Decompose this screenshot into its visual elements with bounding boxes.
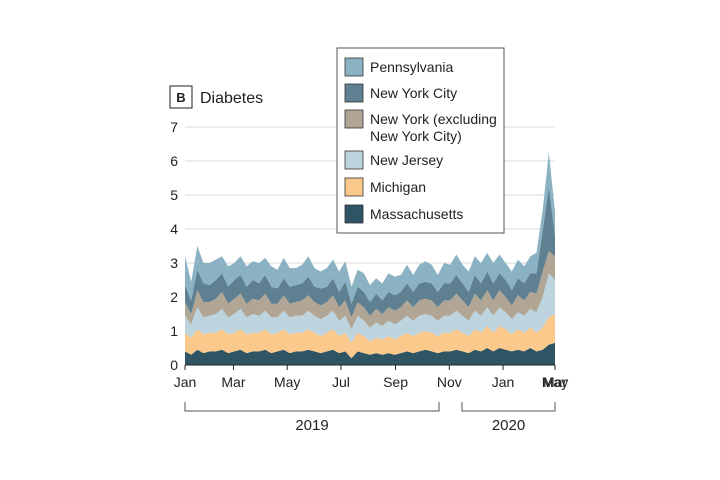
legend-label: New Jersey [370, 152, 443, 168]
legend-label: Massachusetts [370, 206, 463, 222]
y-tick-label: 5 [170, 187, 178, 203]
area-new-jersey [185, 273, 555, 343]
legend: Pennsylvania New York City New York (exclu… [336, 47, 505, 234]
legend-swatch [344, 177, 364, 197]
legend-box [336, 47, 505, 234]
area-michigan [185, 314, 555, 359]
legend-swatch [344, 57, 364, 77]
x-tick-label: Jul [332, 374, 350, 390]
legend-label: New York City [370, 85, 457, 101]
y-tick-label: 2 [170, 289, 178, 305]
y-tick-label: 7 [170, 119, 178, 135]
legend-label: Michigan [370, 179, 426, 195]
x-tick-label: May [542, 374, 568, 390]
y-tick-label: 4 [170, 221, 178, 237]
y-tick-label: 1 [170, 323, 178, 339]
year-bracket [184, 402, 440, 412]
year-brackets: 2019 2020 [184, 402, 556, 434]
area-series-layer [185, 152, 555, 365]
year-label: 2020 [492, 417, 525, 434]
y-tick-label: 3 [170, 255, 178, 271]
chart-title: Diabetes [200, 90, 263, 107]
x-tick-label: Sep [383, 374, 408, 390]
x-tick-label: Mar [221, 374, 245, 390]
legend-swatch [344, 204, 364, 224]
legend-swatch [344, 83, 364, 103]
x-tick-label: May [274, 374, 300, 390]
year-label: 2019 [295, 417, 328, 434]
panel-letter: B [176, 90, 185, 105]
x-tick-label: Jan [492, 374, 515, 390]
panel-letter-box [169, 85, 193, 109]
area-new-york-city [185, 186, 555, 318]
legend-label: Pennsylvania [370, 59, 453, 75]
area-pennsylvania [185, 152, 555, 304]
x-tick-label: Nov [437, 374, 462, 390]
legend-swatch [344, 150, 364, 170]
legend-swatch [344, 109, 364, 129]
y-tick-label: 6 [170, 153, 178, 169]
year-bracket [461, 402, 556, 412]
legend-label: New York (excluding New York City) [370, 111, 497, 144]
area-massachusetts [185, 342, 555, 365]
area-new-york-excluding-new-york-city [185, 251, 555, 330]
x-tick-label: Jan [174, 374, 197, 390]
chart-title-group: B Diabetes [169, 85, 263, 109]
y-tick-label: 0 [170, 357, 178, 373]
x-tick-label: Mar [543, 374, 567, 390]
